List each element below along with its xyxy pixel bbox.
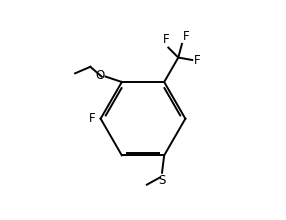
Text: F: F bbox=[89, 112, 95, 125]
Text: F: F bbox=[163, 33, 170, 46]
Text: S: S bbox=[158, 174, 166, 187]
Text: O: O bbox=[95, 69, 104, 82]
Text: F: F bbox=[183, 30, 190, 43]
Text: F: F bbox=[194, 53, 200, 66]
